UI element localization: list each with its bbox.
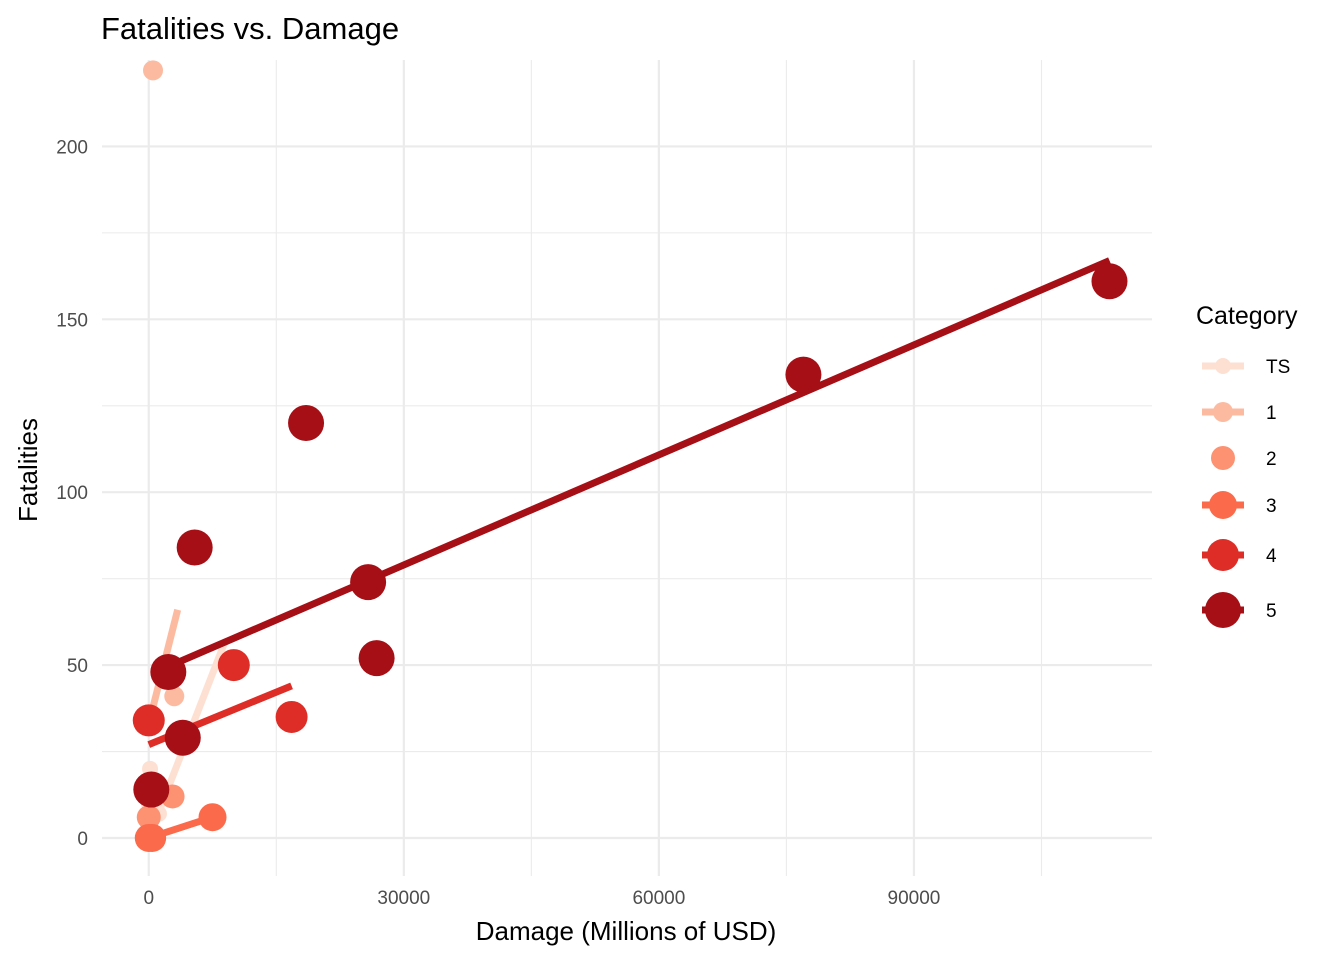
legend-item: 5 <box>1202 592 1277 628</box>
data-point <box>358 640 395 677</box>
legend: Category TS 1 2 3 4 5 <box>1196 302 1298 628</box>
legend-point-key <box>1213 402 1233 422</box>
legend-label: 4 <box>1266 546 1277 567</box>
y-tick-label: 200 <box>56 137 88 158</box>
y-tick-label: 0 <box>77 829 88 850</box>
series-1 <box>143 60 185 707</box>
series-3 <box>134 803 227 852</box>
legend-label: 2 <box>1266 449 1277 470</box>
legend-item: 1 <box>1202 402 1277 424</box>
x-tick-label: 30000 <box>377 888 430 909</box>
data-points <box>132 60 1128 852</box>
data-point <box>176 529 213 566</box>
x-tick-label: 90000 <box>888 888 941 909</box>
data-point <box>134 823 163 852</box>
grid <box>102 60 1152 876</box>
data-point <box>164 686 185 707</box>
legend-item: 3 <box>1202 491 1277 519</box>
y-tick-label: 100 <box>56 483 88 504</box>
y-axis-title: Fatalities <box>13 418 43 522</box>
x-axis-ticks: 0 30000 60000 90000 <box>143 888 940 909</box>
legend-point-key <box>1207 539 1239 571</box>
legend-item: 4 <box>1202 539 1277 571</box>
legend-point-key <box>1211 446 1235 470</box>
y-axis-ticks: 0 50 100 150 200 <box>56 137 88 850</box>
data-point <box>275 700 308 733</box>
data-point <box>143 60 164 81</box>
y-tick-label: 150 <box>56 310 88 331</box>
chart-title: Fatalities vs. Damage <box>101 11 399 46</box>
data-point <box>132 704 165 737</box>
data-point <box>1091 263 1128 300</box>
trend-line-5 <box>154 257 1111 676</box>
data-point <box>288 405 325 442</box>
data-point <box>136 805 161 830</box>
legend-label: 1 <box>1266 403 1277 424</box>
legend-point-key <box>1209 491 1237 519</box>
legend-item: 2 <box>1211 446 1277 470</box>
x-tick-label: 0 <box>143 888 154 909</box>
legend-label: 3 <box>1266 496 1277 517</box>
data-point <box>150 654 187 690</box>
x-tick-label: 60000 <box>632 888 685 909</box>
legend-item: TS <box>1202 357 1290 378</box>
legend-point-key <box>1215 358 1231 374</box>
data-point <box>133 771 170 808</box>
legend-title: Category <box>1196 302 1298 330</box>
legend-label: TS <box>1266 357 1290 378</box>
data-point <box>198 803 227 832</box>
data-point <box>785 356 822 393</box>
data-point <box>164 719 201 756</box>
legend-point-key <box>1205 592 1241 628</box>
y-tick-label: 50 <box>67 656 88 677</box>
data-point <box>350 564 387 601</box>
series-4 <box>132 649 308 737</box>
series-5 <box>133 263 1128 808</box>
data-point <box>217 649 250 682</box>
x-axis-title: Damage (Millions of USD) <box>476 916 777 946</box>
legend-label: 5 <box>1266 601 1277 622</box>
